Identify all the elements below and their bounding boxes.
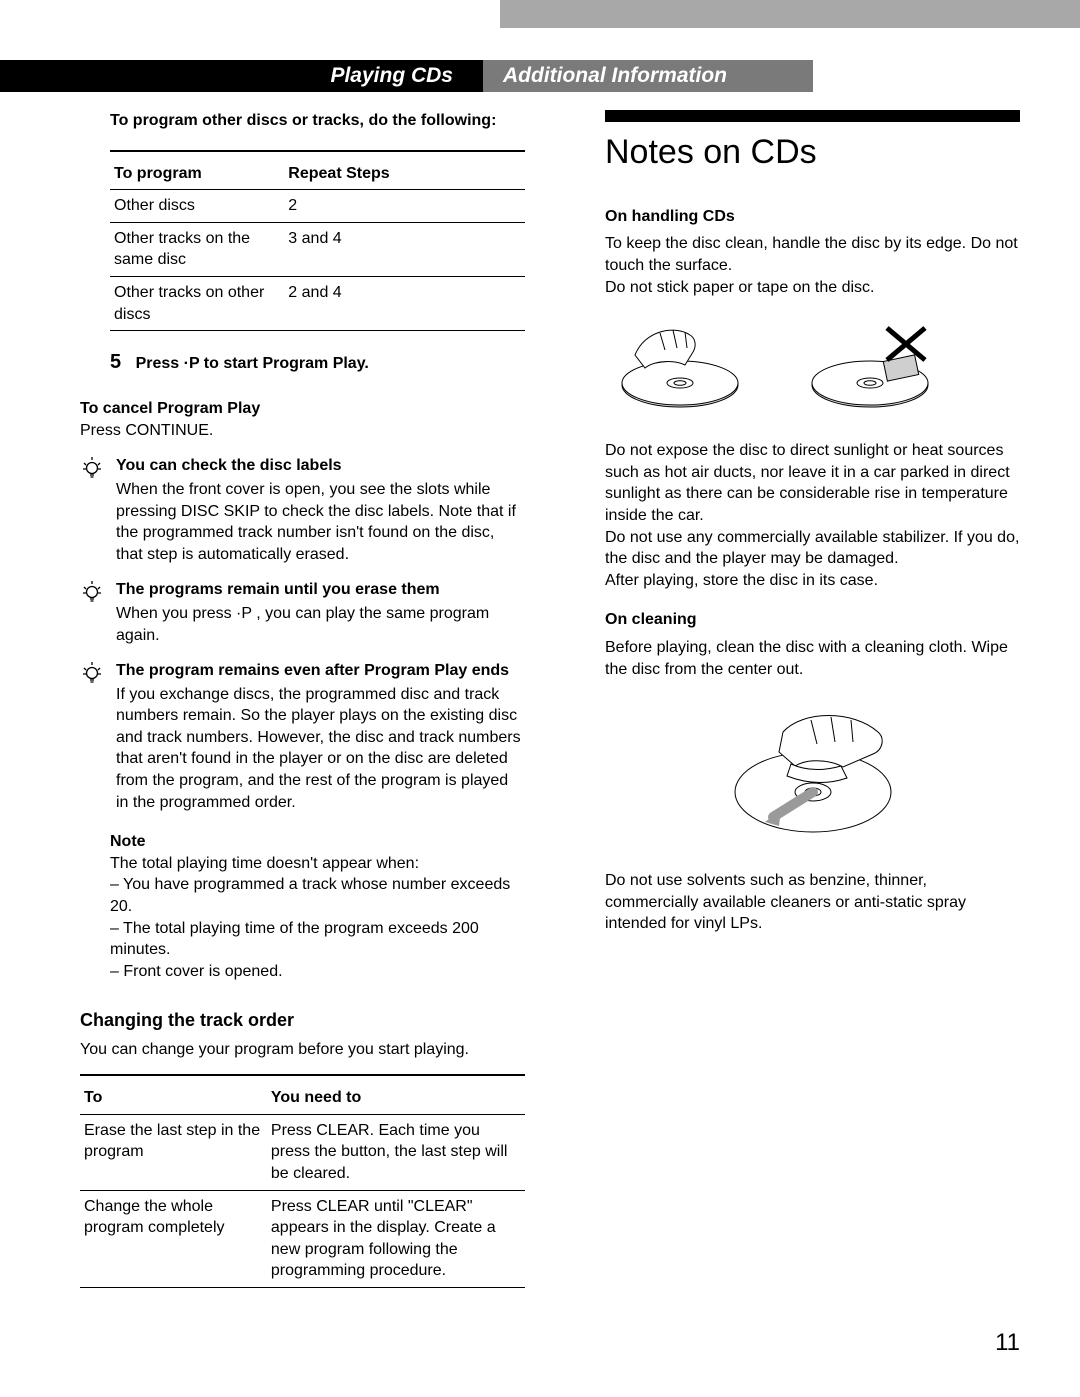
th: To <box>80 1082 267 1114</box>
td: 2 <box>284 190 525 223</box>
th: You need to <box>267 1082 525 1114</box>
intro-line: To program other discs or tracks, do the… <box>110 110 525 132</box>
page-number: 11 <box>995 1329 1020 1357</box>
tip-body: The programs remain until you erase them… <box>116 579 525 646</box>
tip-block: You can check the disc labels When the f… <box>80 455 525 565</box>
table-row: Erase the last step in the program Press… <box>80 1114 525 1190</box>
step-text: Press ·P to start Program Play. <box>136 355 369 372</box>
tip-text: If you exchange discs, the programmed di… <box>116 684 525 814</box>
th: Repeat Steps <box>284 158 525 190</box>
section-header-band: Playing CDs Additional Information <box>0 60 1080 92</box>
body-text: Do not use solvents such as benzine, thi… <box>605 870 1020 935</box>
handling-heading: On handling CDs <box>605 206 1020 228</box>
tip-title: The program remains even after Program P… <box>116 660 525 682</box>
table-header-row: To You need to <box>80 1082 525 1114</box>
cancel-heading: To cancel Program Play <box>80 398 525 420</box>
tip-body: You can check the disc labels When the f… <box>116 455 525 565</box>
td: Erase the last step in the program <box>80 1114 267 1190</box>
table-row: Change the whole program completely Pres… <box>80 1190 525 1287</box>
program-options-table: To program Repeat Steps Other discs 2 Ot… <box>110 158 525 332</box>
right-column: Notes on CDs On handling CDs To keep the… <box>575 110 1080 1288</box>
change-table: To You need to Erase the last step in th… <box>80 1082 525 1288</box>
td: Change the whole program completely <box>80 1190 267 1287</box>
header-left: Playing CDs <box>0 60 483 92</box>
left-column: To program other discs or tracks, do the… <box>0 110 575 1288</box>
note-line: – Front cover is opened. <box>110 961 525 983</box>
corner-gray-bar <box>500 0 1080 28</box>
disc-illustration-row <box>605 310 1020 420</box>
disc-wipe-icon <box>713 692 913 852</box>
tip-block: The programs remain until you erase them… <box>80 579 525 646</box>
table-row: Other tracks on the same disc 3 and 4 <box>110 222 525 276</box>
body-text: After playing, store the disc in its cas… <box>605 570 1020 592</box>
change-intro: You can change your program before you s… <box>80 1039 525 1061</box>
note-line: – You have programmed a track whose numb… <box>110 874 525 917</box>
note-block: Note The total playing time doesn't appe… <box>110 831 525 982</box>
tip-text: When the front cover is open, you see th… <box>116 479 525 565</box>
tip-title: You can check the disc labels <box>116 455 525 477</box>
content-columns: To program other discs or tracks, do the… <box>0 110 1080 1288</box>
body-text: Do not use any commercially available st… <box>605 527 1020 570</box>
tip-block: The program remains even after Program P… <box>80 660 525 813</box>
td: Press CLEAR until "CLEAR" appears in the… <box>267 1190 525 1287</box>
tip-title: The programs remain until you erase them <box>116 579 525 601</box>
td: Press CLEAR. Each time you press the but… <box>267 1114 525 1190</box>
disc-no-tape-icon <box>795 310 945 420</box>
body-text: To keep the disc clean, handle the disc … <box>605 233 1020 276</box>
cancel-body: Press CONTINUE. <box>80 420 525 442</box>
td: Other tracks on other discs <box>110 276 284 330</box>
table-header-row: To program Repeat Steps <box>110 158 525 190</box>
rule <box>110 150 525 152</box>
rule <box>80 1074 525 1076</box>
table-row: Other discs 2 <box>110 190 525 223</box>
td: 2 and 4 <box>284 276 525 330</box>
note-title: Note <box>110 831 525 853</box>
step-5: 5 Press ·P to start Program Play. <box>110 349 525 376</box>
lightbulb-icon <box>80 579 104 603</box>
td: Other discs <box>110 190 284 223</box>
header-right: Additional Information <box>483 60 813 92</box>
td: 3 and 4 <box>284 222 525 276</box>
tip-body: The program remains even after Program P… <box>116 660 525 813</box>
notes-title: Notes on CDs <box>605 130 1020 176</box>
note-line: The total playing time doesn't appear wh… <box>110 853 525 875</box>
disc-edge-icon <box>605 310 755 420</box>
td: Other tracks on the same disc <box>110 222 284 276</box>
body-text: Do not stick paper or tape on the disc. <box>605 277 1020 299</box>
lightbulb-icon <box>80 455 104 479</box>
step-number: 5 <box>110 351 121 373</box>
lightbulb-icon <box>80 660 104 684</box>
note-line: – The total playing time of the program … <box>110 918 525 961</box>
cleaning-heading: On cleaning <box>605 609 1020 631</box>
table-row: Other tracks on other discs 2 and 4 <box>110 276 525 330</box>
change-heading: Changing the track order <box>80 1008 525 1032</box>
tip-text: When you press ·P , you can play the sam… <box>116 603 525 646</box>
body-text: Do not expose the disc to direct sunligh… <box>605 440 1020 526</box>
body-text: Before playing, clean the disc with a cl… <box>605 637 1020 680</box>
black-title-strip <box>605 110 1020 122</box>
th: To program <box>110 158 284 190</box>
